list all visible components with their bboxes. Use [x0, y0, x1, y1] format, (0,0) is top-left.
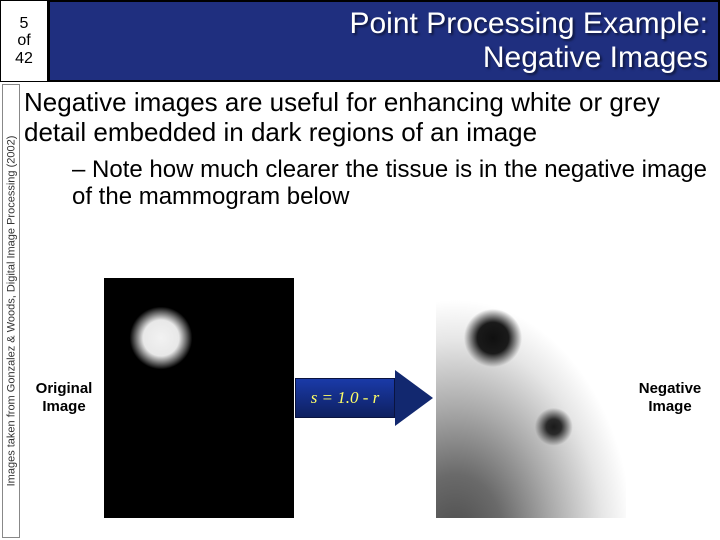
- title-bar: Point Processing Example: Negative Image…: [48, 0, 720, 82]
- original-caption-l2: Image: [42, 398, 85, 416]
- page-total: 42: [15, 50, 33, 68]
- arrow-column: s = 1.0 - r: [294, 278, 436, 518]
- original-image: [104, 278, 294, 518]
- slide-header: 5 of 42 Point Processing Example: Negati…: [0, 0, 720, 82]
- page-counter: 5 of 42: [0, 0, 48, 82]
- negative-caption-l2: Image: [648, 398, 691, 415]
- original-caption-l1: Original: [36, 380, 93, 398]
- title-line1: Point Processing Example:: [349, 7, 708, 40]
- slide-title: Point Processing Example: Negative Image…: [349, 7, 708, 76]
- negative-formula: s = 1.0 - r: [311, 388, 380, 408]
- negative-caption-l1: Negative: [639, 380, 702, 397]
- content-area: Negative images are useful for enhancing…: [24, 88, 714, 211]
- mammogram-original-render: [104, 278, 294, 518]
- figure-row: Original Image s = 1.0 - r Negative Imag…: [24, 278, 714, 518]
- mammogram-negative-render: [436, 278, 626, 518]
- main-paragraph: Negative images are useful for enhancing…: [24, 88, 714, 148]
- title-line2: Negative Images: [483, 41, 708, 74]
- original-caption: Original Image: [24, 380, 104, 416]
- arrow-head-icon: [395, 370, 433, 426]
- negative-image: [436, 278, 626, 518]
- sub-paragraph: – Note how much clearer the tissue is in…: [72, 156, 714, 211]
- transform-arrow: s = 1.0 - r: [295, 375, 435, 421]
- arrow-body: s = 1.0 - r: [295, 378, 395, 418]
- negative-caption: Negative Image: [626, 380, 714, 416]
- page-of: of: [17, 32, 30, 50]
- side-attribution-box: Images taken from Gonzalez & Woods, Digi…: [2, 84, 20, 538]
- page-current: 5: [20, 15, 29, 33]
- side-attribution-text: Images taken from Gonzalez & Woods, Digi…: [5, 136, 17, 487]
